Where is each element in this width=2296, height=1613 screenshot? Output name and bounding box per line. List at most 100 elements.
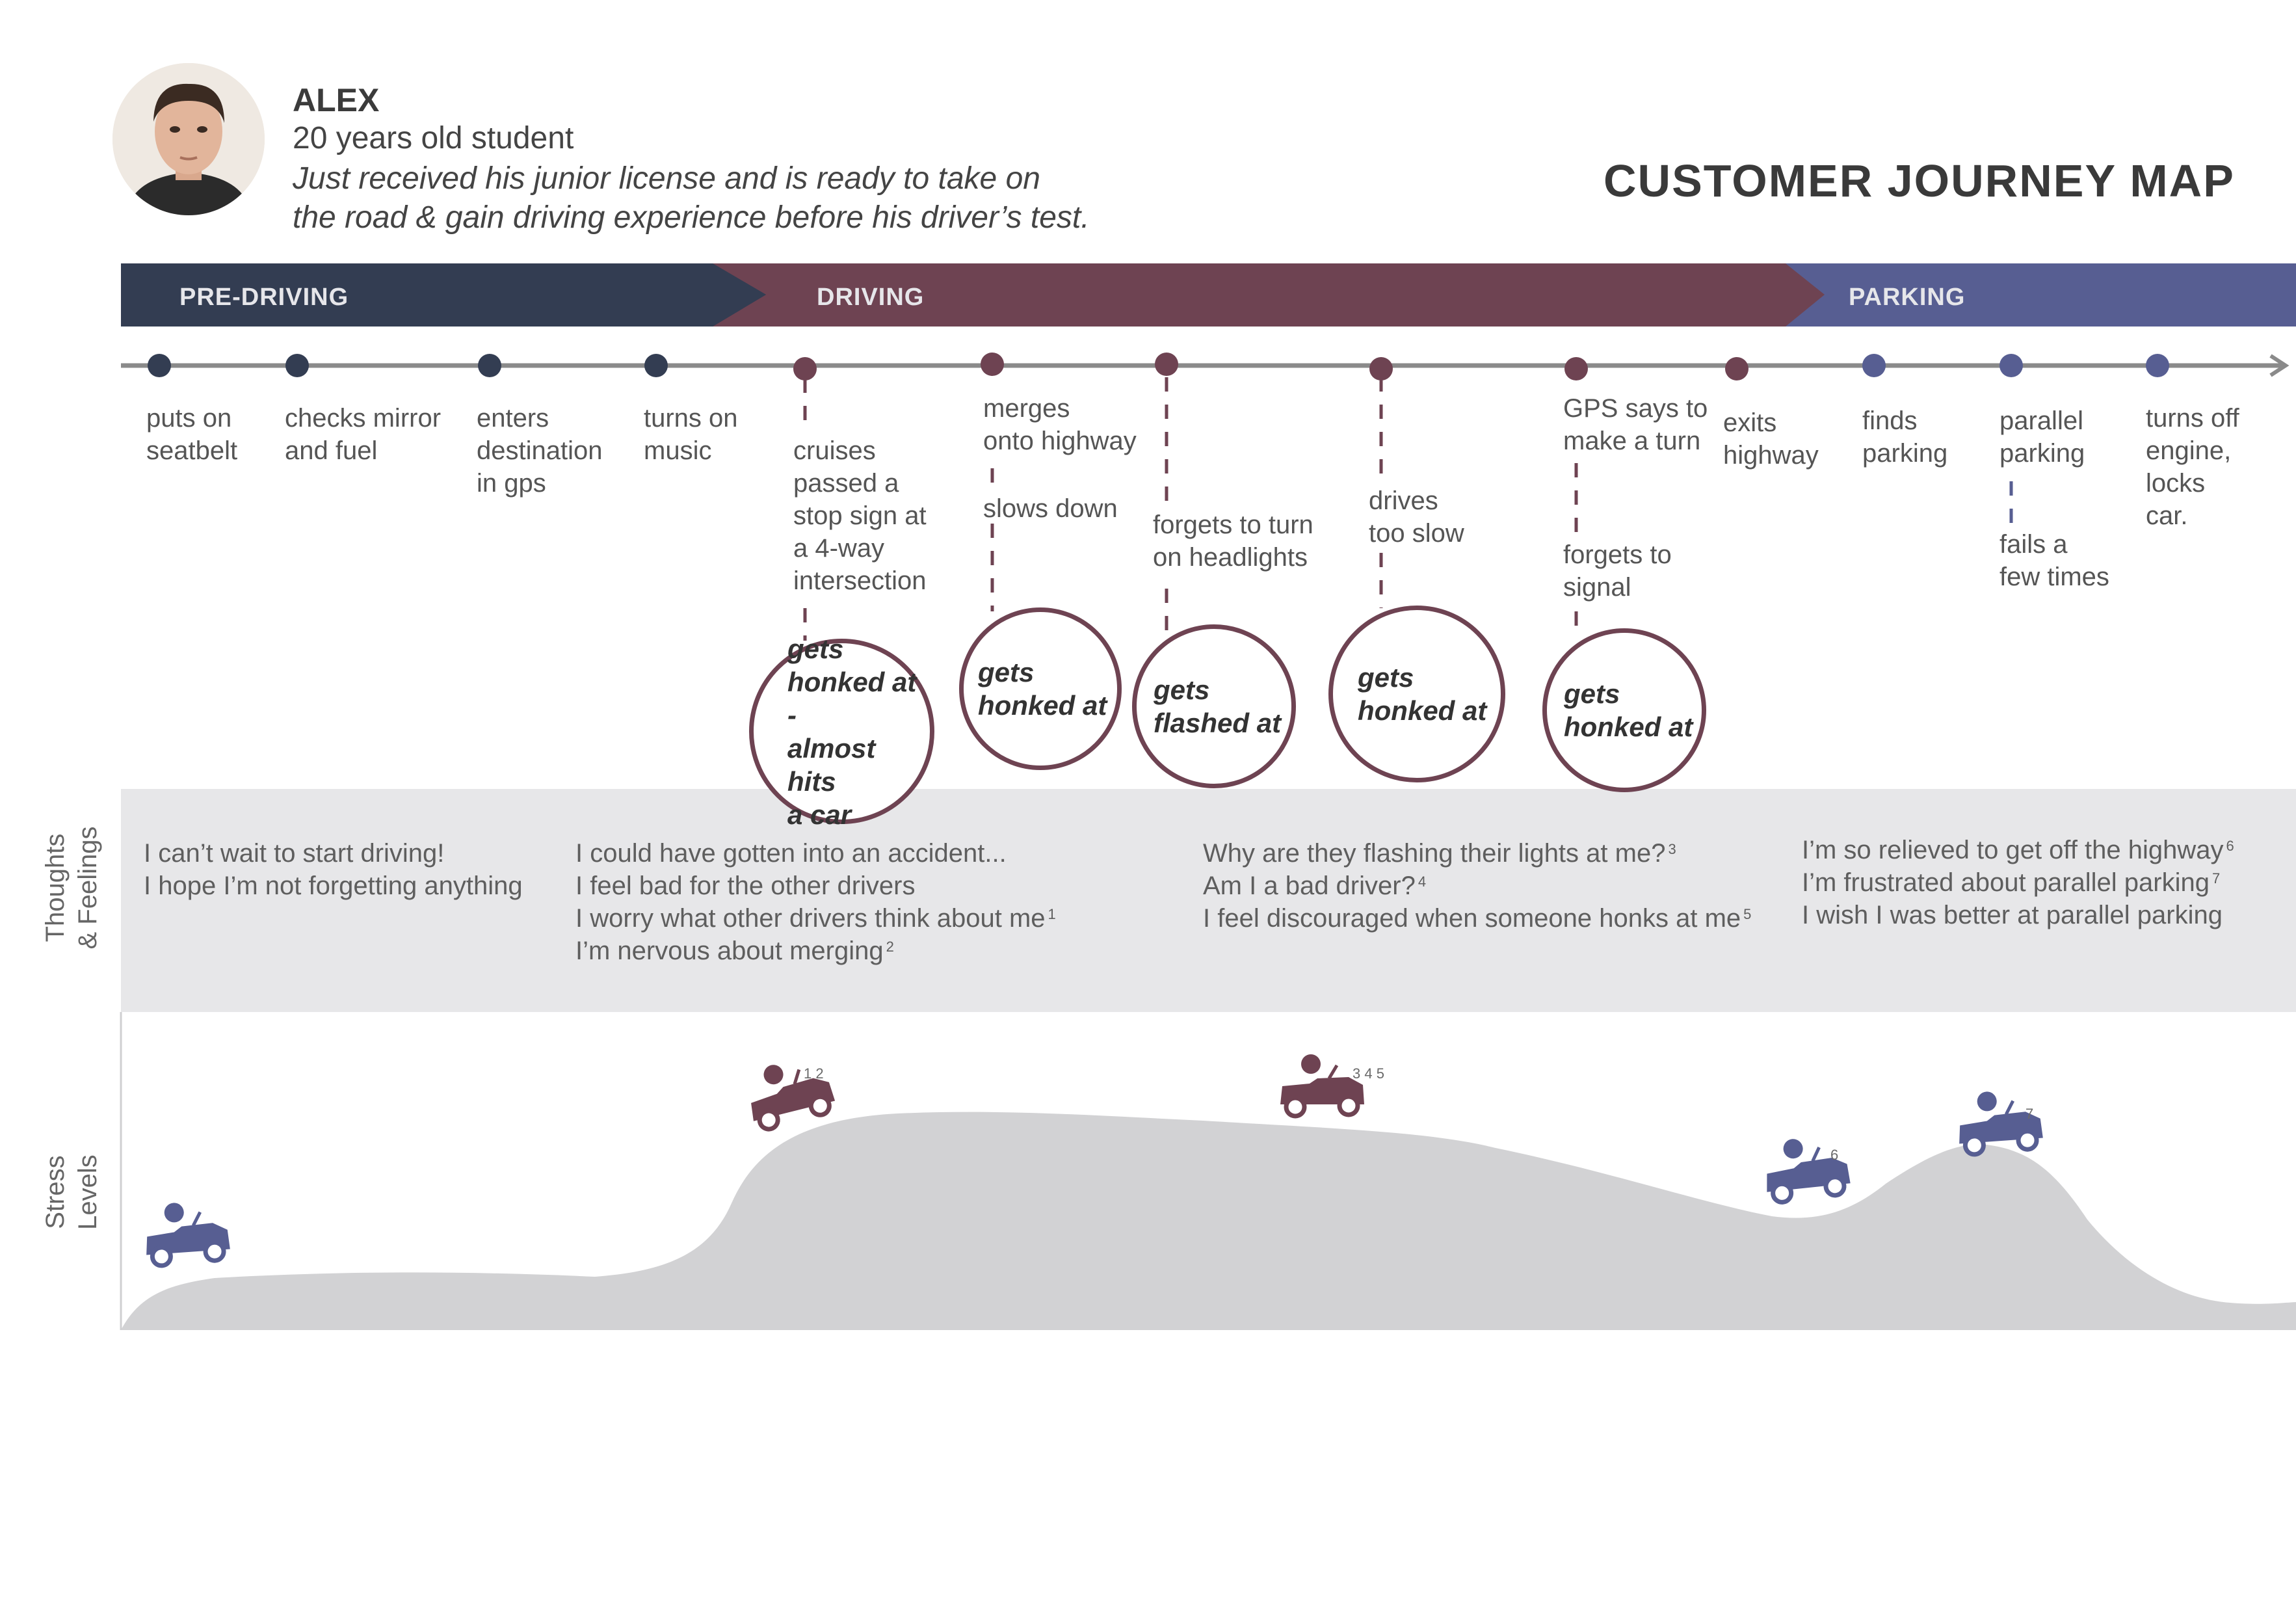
stress-levels-label: Stress Levels: [39, 1095, 104, 1290]
pain-point-bubble: gets honked at - almost hits a car: [749, 633, 934, 830]
step-label: finds parking: [1862, 405, 1947, 470]
thought-line: I hope I’m not forgetting anything: [144, 872, 523, 900]
timeline-dot: [1564, 357, 1588, 380]
person-avatar-icon: [112, 63, 265, 215]
page-title: CUSTOMER JOURNEY MAP: [1603, 155, 2235, 206]
step-text: drives too slow: [1369, 487, 1464, 548]
step-text: turns on music: [644, 404, 738, 465]
car-driver-icon: [751, 1065, 836, 1132]
footnote-ref: 7: [2212, 870, 2221, 886]
pain-point-bubble: gets flashed at: [1132, 624, 1296, 788]
stress-footnote: 3 4 5: [1353, 1065, 1384, 1082]
persona-description: Just received his junior license and is …: [293, 159, 1203, 237]
car-driver-icon: [1280, 1054, 1364, 1119]
step-text: merges onto highway: [983, 394, 1137, 455]
step-sub-label: fails a few times: [1999, 528, 2109, 593]
stage-label-parking: PARKING: [1849, 284, 1966, 311]
footnote-ref: 6: [2226, 838, 2234, 854]
stress-footnote: 1 2: [804, 1065, 824, 1082]
thought-group: Why are they flashing their lights at me…: [1203, 837, 1751, 935]
step-text: checks mirror and fuel: [285, 404, 442, 465]
pain-point-text: gets honked at: [1358, 662, 1487, 726]
timeline-arrowhead: [2269, 354, 2289, 377]
step-label: turns on music: [644, 402, 738, 467]
footnote-ref: 5: [1743, 906, 1752, 922]
timeline-dot: [1155, 353, 1178, 376]
step-text: parallel parking: [1999, 407, 2085, 468]
step-label: turns off engine, locks car.: [2146, 402, 2239, 532]
pain-point-text: gets flashed at: [1154, 674, 1282, 738]
step-text: exits highway: [1723, 408, 1819, 470]
pain-point-bubble: gets honked at: [1328, 606, 1505, 782]
step-text: turns off engine, locks car.: [2146, 404, 2239, 530]
persona-photo: [112, 63, 265, 215]
step-text: finds parking: [1862, 407, 1948, 468]
footnote-ref: 4: [1418, 873, 1427, 890]
step-sub-text: fails a few times: [1999, 530, 2109, 591]
persona-description-line: Just received his junior license and is …: [293, 161, 1040, 196]
timeline-dot: [1862, 354, 1886, 377]
persona-age: 20 years old student: [293, 121, 574, 155]
persona-description-line: the road & gain driving experience befor…: [293, 200, 1090, 235]
thoughts-label-line: & Feelings: [73, 826, 102, 950]
thought-line: I wish I was better at parallel parking: [1802, 901, 2223, 929]
thoughts-label-line: Thoughts: [41, 833, 70, 942]
step-label: puts on seatbelt: [146, 402, 237, 467]
thought-line: I could have gotten into an accident...: [575, 839, 1007, 868]
stress-footnote: 7: [2025, 1106, 2034, 1122]
thought-line: Why are they flashing their lights at me…: [1203, 839, 1676, 868]
thought-group: I’m so relieved to get off the highway 6 …: [1802, 834, 2234, 931]
step-label: enters destination in gps: [477, 402, 602, 500]
step-label: forgets to turn on headlights: [1153, 509, 1313, 574]
stress-label-line: Levels: [73, 1154, 102, 1230]
thought-line: I’m so relieved to get off the highway 6: [1802, 836, 2234, 864]
stress-label-line: Stress: [41, 1155, 70, 1229]
step-sub-label: slows down: [983, 492, 1118, 525]
pain-point-text: gets honked at: [978, 657, 1107, 721]
thoughts-band: [121, 789, 2296, 1012]
stage-bar: PRE-DRIVING DRIVING PARKING: [121, 263, 2296, 327]
thought-line: I worry what other drivers think about m…: [575, 904, 1056, 933]
thought-group: I could have gotten into an accident... …: [575, 837, 1056, 967]
timeline-dot: [1725, 357, 1748, 380]
step-text: GPS says to make a turn: [1563, 394, 1708, 455]
step-sub-text: slows down: [983, 494, 1118, 523]
stress-curve: [121, 1112, 2296, 1330]
timeline-dot: [285, 354, 309, 377]
footnote-ref: 2: [886, 939, 894, 955]
thoughts-feelings-label: Thoughts & Feelings: [39, 790, 104, 985]
thought-line: I’m nervous about merging 2: [575, 937, 894, 965]
car-driver-icon: [1767, 1139, 1851, 1205]
step-text: enters destination in gps: [477, 404, 603, 498]
thought-line: I feel discouraged when someone honks at…: [1203, 904, 1752, 933]
timeline-dot: [1999, 354, 2023, 377]
step-label: exits highway: [1723, 407, 1819, 472]
thought-line: I can’t wait to start driving!: [144, 839, 445, 868]
thought-group: I can’t wait to start driving! I hope I’…: [144, 837, 523, 902]
stress-footnote: 6: [1830, 1147, 1839, 1163]
step-sub-label: forgets to signal: [1563, 539, 1672, 604]
step-label: checks mirror and fuel: [285, 402, 441, 467]
stage-label-pre-driving: PRE-DRIVING: [179, 284, 349, 311]
car-driver-icon: [146, 1203, 230, 1268]
timeline-dot: [1369, 357, 1393, 380]
thought-line: I’m frustrated about parallel parking 7: [1802, 868, 2221, 897]
stage-segment-driving: [713, 263, 1825, 327]
footnote-ref: 3: [1668, 841, 1676, 857]
step-text: puts on seatbelt: [146, 404, 238, 465]
step-text: cruises passed a stop sign at a 4-way in…: [793, 436, 927, 595]
timeline-dot: [644, 354, 668, 377]
step-sub-text: forgets to signal: [1563, 540, 1672, 602]
timeline-dot: [2146, 354, 2169, 377]
step-label: GPS says to make a turn: [1563, 392, 1708, 457]
pain-point-bubble: gets honked at: [1542, 628, 1706, 792]
thought-line: Am I a bad driver? 4: [1203, 872, 1427, 900]
footnote-ref: 1: [1048, 906, 1056, 922]
step-text: forgets to turn on headlights: [1153, 511, 1313, 572]
thought-line: I feel bad for the other drivers: [575, 872, 916, 900]
step-label: drives too slow: [1369, 485, 1464, 550]
timeline-dot: [478, 354, 501, 377]
step-label: merges onto highway: [983, 392, 1137, 457]
pain-point-text: gets honked at - almost hits a car: [787, 633, 917, 830]
stage-segment-pre-driving: [121, 263, 771, 327]
